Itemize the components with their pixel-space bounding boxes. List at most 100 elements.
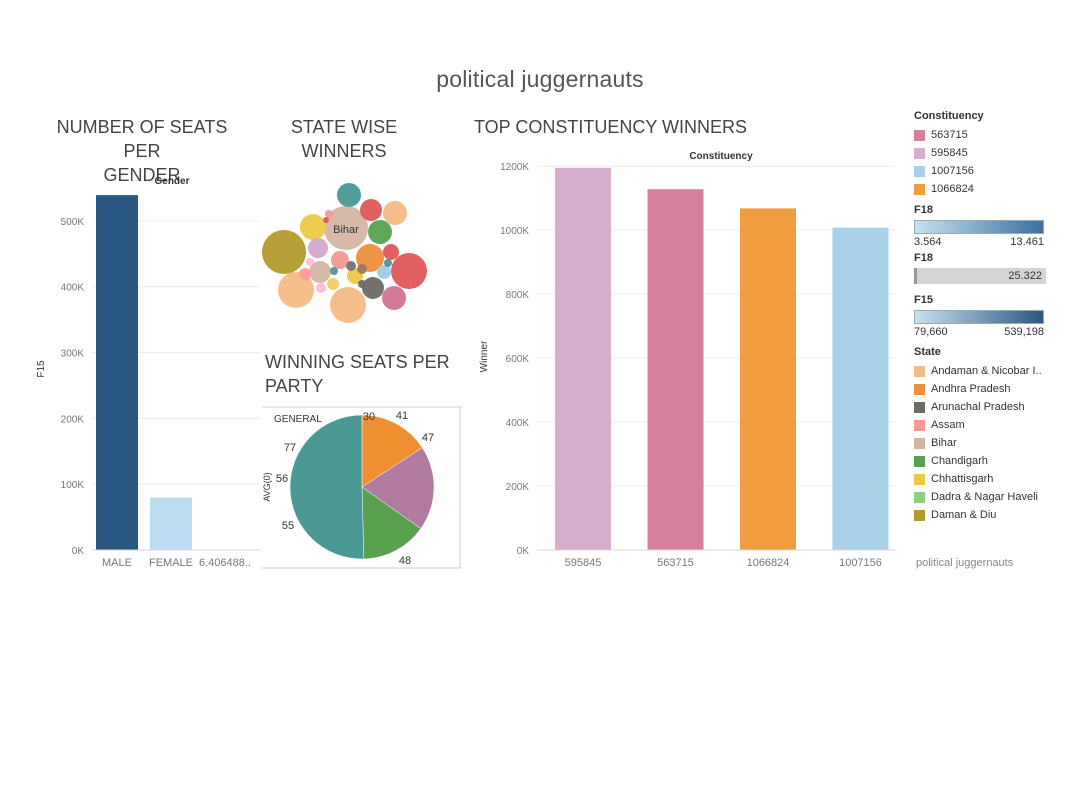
- y-tick-label: 200K: [506, 482, 530, 493]
- legend-swatch: [914, 383, 925, 395]
- pie-label: 30: [363, 411, 375, 423]
- legend-swatch: [914, 365, 925, 377]
- gender-bar-chart[interactable]: Gender 0K 100K 200K 300K 400K 500K F15 MALE FEMAL…: [30, 170, 262, 575]
- chart-header: Constituency: [689, 151, 753, 162]
- x-category-label: 6.406488..: [199, 557, 251, 569]
- bar-563715: [647, 189, 704, 550]
- state-bubble: [337, 183, 361, 207]
- legend-label: Arunachal Pradesh: [931, 401, 1025, 413]
- y-tick-label: 400K: [61, 283, 85, 294]
- legend-swatch: [914, 165, 925, 177]
- constituency-legend-item[interactable]: 1066824: [914, 180, 1054, 198]
- pie-header: GENERAL: [274, 414, 322, 425]
- legend-label: 1007156: [931, 165, 974, 177]
- footer-label: political juggernauts: [916, 557, 1014, 569]
- state-bubble: [306, 258, 314, 266]
- state-legend-item[interactable]: Andaman & Nicobar I..: [914, 362, 1054, 380]
- constituency-legend-title: Constituency: [914, 110, 984, 122]
- state-bubble: [308, 238, 328, 258]
- bar-1066824: [740, 208, 796, 550]
- pie-label: 55: [282, 520, 294, 532]
- bubble-label-bihar: Bihar: [333, 224, 359, 236]
- state-bubble: [346, 261, 356, 271]
- state-legend-item[interactable]: Chandigarh: [914, 452, 1054, 470]
- y-tick-label: 100K: [61, 480, 85, 491]
- pie-label: 77: [284, 442, 296, 454]
- y-tick-label: 400K: [506, 418, 530, 429]
- state-legend[interactable]: Andaman & Nicobar I.. Andhra Pradesh Aruna…: [914, 362, 1054, 534]
- state-legend-item[interactable]: Chhattisgarh: [914, 470, 1054, 488]
- state-sheet-title: STATE WISE WINNERS: [290, 117, 398, 161]
- legend-label: Daman & Diu: [931, 509, 997, 521]
- x-category-label: 1066824: [747, 557, 790, 569]
- y-tick-label: 1200K: [500, 162, 529, 173]
- dashboard-title: political juggernauts: [436, 66, 644, 92]
- state-bubble: [324, 206, 368, 250]
- legend-label: Chhattisgarh: [931, 473, 994, 485]
- legend-swatch: [914, 491, 925, 503]
- legend-label: Chandigarh: [931, 455, 988, 467]
- constituency-legend-item[interactable]: 563715: [914, 126, 1054, 144]
- state-legend-item[interactable]: Assam: [914, 416, 1054, 434]
- y-tick-label: 0K: [517, 546, 530, 557]
- pie-label: 48: [399, 555, 411, 567]
- pie-label: 47: [422, 432, 434, 444]
- state-bubble: [330, 287, 366, 323]
- pie-slice: [289, 414, 365, 560]
- legend-swatch: [914, 129, 925, 141]
- state-bubble: [316, 283, 326, 293]
- pie-axis-label: AVG(0): [262, 472, 272, 501]
- chart-header: Gender: [154, 176, 189, 187]
- f15-gradient-legend-title: F15: [914, 294, 933, 306]
- party-pie-chart[interactable]: GENERAL AVG(0) 30 41 47 48 55 56 77: [262, 405, 467, 575]
- state-bubble: [360, 199, 382, 221]
- legend-label: Assam: [931, 419, 965, 431]
- state-bubble: [300, 214, 326, 240]
- gender-sheet-title: NUMBER OF SEATS PER GENDER: [56, 117, 228, 185]
- state-bubble: [368, 220, 392, 244]
- state-bubble: [309, 261, 331, 283]
- y-tick-label: 500K: [61, 217, 85, 228]
- state-bubble: [327, 278, 339, 290]
- f18-gradient-bar: [914, 220, 1044, 234]
- pie-label: 56: [276, 473, 288, 485]
- pie-slice: [361, 414, 423, 488]
- f15-gradient-labels: 79,660 539,198: [914, 326, 1044, 338]
- legend-swatch: [914, 437, 925, 449]
- constituency-legend-item[interactable]: 1007156: [914, 162, 1054, 180]
- state-bubble: [382, 286, 406, 310]
- x-category-label: 595845: [565, 557, 602, 569]
- bar-female: [150, 497, 192, 550]
- state-bubble-chart[interactable]: Bihar: [258, 180, 438, 330]
- state-legend-item[interactable]: Bihar: [914, 434, 1054, 452]
- legend-swatch: [914, 401, 925, 413]
- constituency-bar-chart[interactable]: Constituency 0K 200K 400K 600K 800K 1000K 1200K…: [475, 145, 900, 575]
- state-bubble: [331, 251, 349, 269]
- legend-label: Bihar: [931, 437, 957, 449]
- state-bubble: [357, 264, 367, 274]
- state-legend-item[interactable]: Andhra Pradesh: [914, 380, 1054, 398]
- y-tick-label: 200K: [61, 414, 85, 425]
- y-tick-label: 0K: [72, 546, 85, 557]
- legend-label: Andhra Pradesh: [931, 383, 1011, 395]
- bar-1007156: [832, 227, 889, 550]
- state-bubble: [383, 244, 399, 260]
- legend-label: 595845: [931, 147, 968, 159]
- state-legend-item[interactable]: Daman & Diu: [914, 506, 1054, 524]
- constituency-legend-item[interactable]: 595845: [914, 144, 1054, 162]
- y-axis-label: Winner: [479, 340, 490, 372]
- bar-male: [96, 195, 138, 550]
- f18-gradient-legend-title: F18: [914, 204, 933, 216]
- f18-gradient-labels: 3.564 13.461: [914, 236, 1044, 248]
- f18-gradient-min: 3.564: [914, 236, 942, 248]
- state-legend-item[interactable]: Arunachal Pradesh: [914, 398, 1054, 416]
- legend-swatch: [914, 473, 925, 485]
- state-legend-item[interactable]: Dadra & Nagar Haveli: [914, 488, 1054, 506]
- legend-label: Dadra & Nagar Haveli: [931, 491, 1038, 503]
- legend-swatch: [914, 419, 925, 431]
- state-bubble: [377, 265, 391, 279]
- legend-panel: Constituency 563715 595845 1007156 1066824 …: [914, 108, 1054, 534]
- legend-label: Andaman & Nicobar I..: [931, 365, 1042, 377]
- state-bubble: [330, 267, 338, 275]
- f15-gradient-min: 79,660: [914, 326, 948, 338]
